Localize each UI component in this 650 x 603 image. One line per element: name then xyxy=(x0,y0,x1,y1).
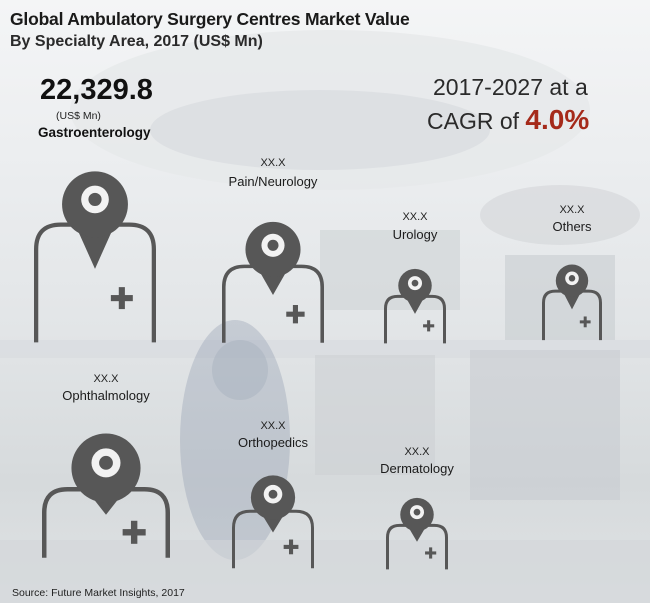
head-mirror-dot-5 xyxy=(268,490,278,499)
medical-cross-v-4 xyxy=(130,520,138,544)
medical-cross-v-1 xyxy=(292,305,298,324)
head-mirror-dot-2 xyxy=(411,279,419,287)
medical-cross-v-5 xyxy=(288,539,294,555)
value-label-6: XX.X xyxy=(404,446,430,458)
medical-cross-v-3 xyxy=(583,316,587,328)
headline-category: Gastroenterology xyxy=(38,125,151,140)
head-mirror-dot-0 xyxy=(88,192,102,206)
source-note: Source: Future Market Insights, 2017 xyxy=(12,587,185,599)
person-icon-3 xyxy=(542,264,602,341)
category-label-5: Orthopedics xyxy=(237,435,309,450)
category-label-3: Others xyxy=(552,219,592,234)
person-icon-4 xyxy=(42,433,170,558)
medical-cross-v-6 xyxy=(429,547,433,559)
category-label-4: Ophthalmology xyxy=(62,388,150,403)
medical-cross-v-0 xyxy=(118,286,125,309)
value-label-2: XX.X xyxy=(402,211,428,223)
value-label-4: XX.X xyxy=(93,373,119,385)
person-icon-1 xyxy=(222,222,324,344)
person-icon-0 xyxy=(34,170,156,342)
cagr-prefix: CAGR of xyxy=(427,108,526,134)
value-label-1: XX.X xyxy=(260,157,286,169)
value-label-5: XX.X xyxy=(260,420,286,432)
head-mirror-dot-6 xyxy=(413,508,421,516)
cagr-line: CAGR of 4.0% xyxy=(427,104,589,136)
chart-subtitle: By Specialty Area, 2017 (US$ Mn) xyxy=(10,33,263,50)
category-label-1: Pain/Neurology xyxy=(228,174,318,189)
chart-title: Global Ambulatory Surgery Centres Market… xyxy=(10,9,410,29)
head-mirror-dot-4 xyxy=(99,455,113,470)
headline-value: 22,329.8 xyxy=(40,74,153,106)
person-icon-5 xyxy=(232,475,314,569)
value-label-3: XX.X xyxy=(559,204,585,216)
medical-cross-v-2 xyxy=(427,320,431,332)
person-icon-6 xyxy=(386,498,448,570)
category-label-2: Urology xyxy=(392,227,438,242)
head-mirror-dot-3 xyxy=(568,275,576,282)
cagr-value: 4.0% xyxy=(525,104,590,135)
category-label-6: Dermatology xyxy=(380,461,454,476)
headline-unit: (US$ Mn) xyxy=(56,110,101,122)
head-mirror-dot-1 xyxy=(267,240,279,252)
person-icon-2 xyxy=(384,269,446,344)
cagr-period: 2017-2027 at a xyxy=(433,74,588,100)
